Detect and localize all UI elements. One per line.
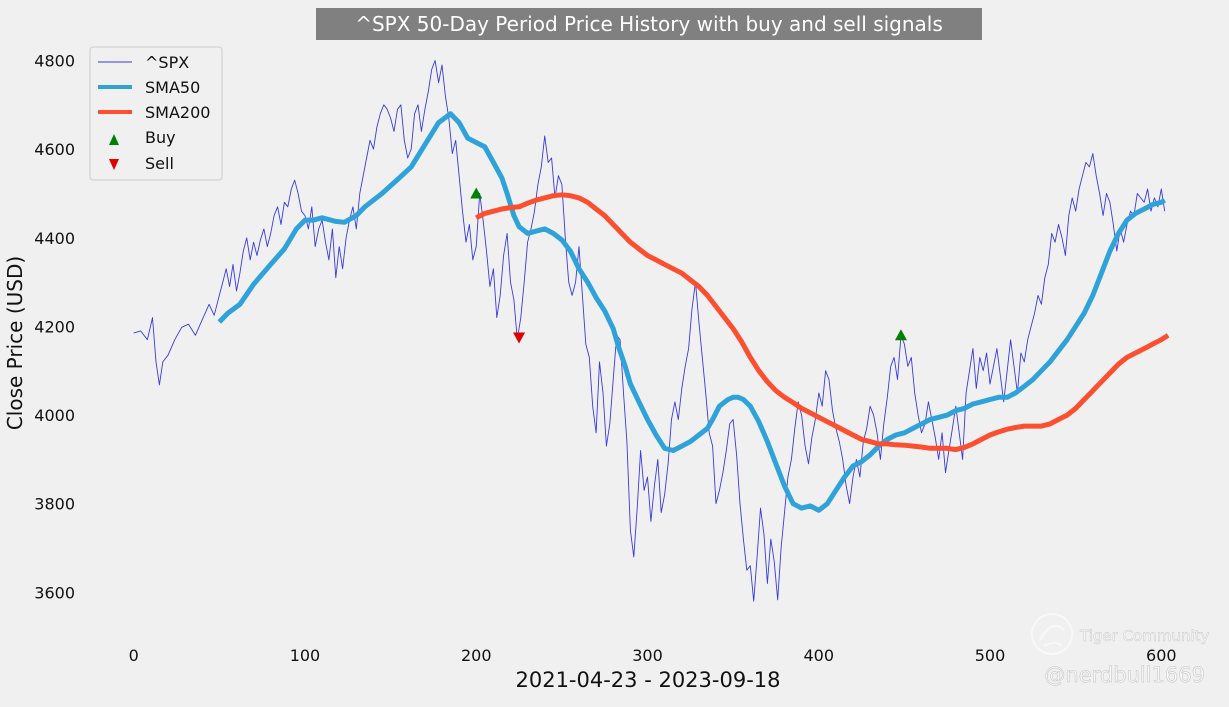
y-tick-label: 4600 [34, 140, 75, 159]
y-tick-label: 4200 [34, 317, 75, 336]
spx-price-line [133, 60, 1166, 602]
watermark-handle: @nerdbull1669 [1044, 663, 1205, 687]
legend-label-sma50: SMA50 [145, 78, 200, 97]
x-tick-label: 200 [461, 646, 492, 665]
legend-swatch-buy [109, 134, 119, 145]
watermark-brand: Tiger Community [1079, 627, 1209, 645]
buy-signal-marker [470, 187, 483, 199]
buy-signal-marker [894, 329, 907, 341]
legend-box [89, 46, 223, 181]
y-tick-label: 3800 [34, 495, 75, 514]
x-tick-label: 100 [290, 646, 321, 665]
legend-label-spx: ^SPX [145, 53, 189, 72]
x-tick-labels: 0 100 200 300 400 500 600 [129, 646, 1177, 665]
legend-label-sell: Sell [145, 154, 174, 173]
series-layer [133, 60, 1170, 602]
x-axis-label: 2021-04-23 - 2023-09-18 [515, 668, 780, 692]
tiger-logo-icon [1031, 613, 1073, 655]
tiger-logo-stroke-icon [1039, 624, 1065, 647]
y-tick-label: 4400 [34, 229, 75, 248]
legend-label-buy: Buy [145, 128, 176, 147]
x-tick-label: 400 [803, 646, 834, 665]
x-tick-label: 600 [1146, 646, 1177, 665]
sma50-line [217, 111, 1167, 513]
legend-swatch-sell [109, 159, 119, 170]
sma200-line [475, 192, 1170, 453]
x-tick-label: 0 [129, 646, 139, 665]
watermark: Tiger Community @nerdbull1669 [1031, 613, 1210, 687]
x-tick-label: 500 [975, 646, 1006, 665]
y-tick-label: 4000 [34, 406, 75, 425]
chart-title-box [316, 8, 982, 40]
y-axis-label: Close Price (USD) [3, 256, 27, 430]
sell-signal-marker [513, 332, 526, 344]
y-tick-labels: 3600 3800 4000 4200 4400 4600 4800 [34, 52, 75, 603]
y-tick-label: 4800 [34, 52, 75, 71]
legend-label-sma200: SMA200 [145, 103, 210, 122]
y-tick-label: 3600 [34, 583, 75, 602]
legend: ^SPX SMA50 SMA200 Buy Sell [89, 46, 223, 181]
chart-title: ^SPX 50-Day Period Price History with bu… [355, 12, 943, 36]
x-tick-label: 300 [632, 646, 663, 665]
marker-layer [470, 187, 907, 344]
